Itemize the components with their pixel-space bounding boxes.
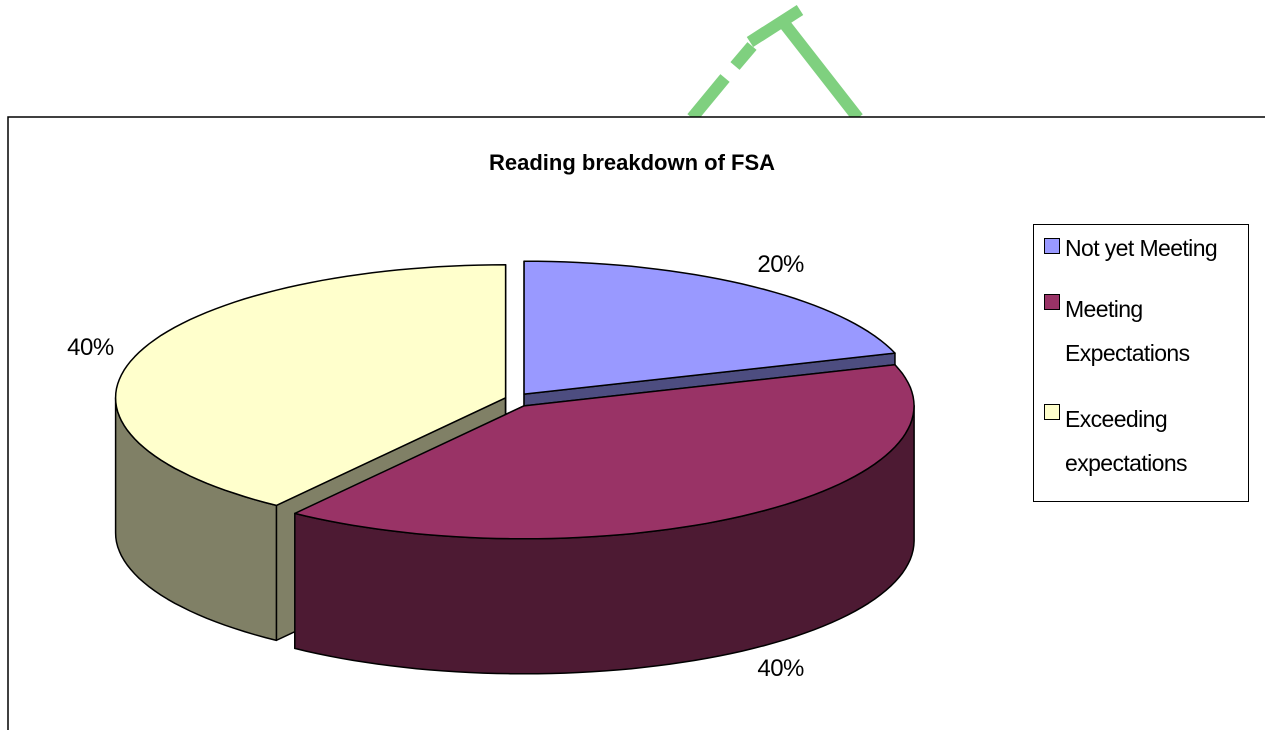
legend: Not yet Meeting Meeting Expectations Excee… bbox=[1033, 224, 1249, 502]
legend-label: Exceeding expectations bbox=[1065, 406, 1188, 476]
chart-title: Reading breakdown of FSA bbox=[489, 150, 775, 175]
legend-swatch bbox=[1044, 294, 1060, 310]
legend-label: Not yet Meeting bbox=[1065, 235, 1218, 261]
data-label: 40% bbox=[757, 655, 804, 682]
data-label: 40% bbox=[67, 334, 114, 361]
watermark-stroke bbox=[730, 42, 757, 70]
legend-item: Not yet Meeting bbox=[1044, 231, 1248, 265]
pie: 20% 40% 40% bbox=[67, 251, 915, 682]
watermark-stroke bbox=[687, 74, 730, 122]
watermark bbox=[687, 4, 863, 122]
legend-swatch bbox=[1044, 404, 1060, 420]
legend-item: Meeting Expectations bbox=[1044, 287, 1248, 375]
slice bbox=[523, 260, 896, 395]
watermark-stroke bbox=[746, 4, 804, 48]
legend-item: Exceeding expectations bbox=[1044, 397, 1248, 485]
legend-swatch bbox=[1044, 238, 1060, 254]
legend-label: Meeting Expectations bbox=[1065, 296, 1190, 366]
slice bbox=[294, 363, 915, 540]
slice bbox=[114, 264, 507, 507]
data-label: 20% bbox=[757, 251, 804, 278]
watermark-stroke bbox=[775, 14, 863, 122]
